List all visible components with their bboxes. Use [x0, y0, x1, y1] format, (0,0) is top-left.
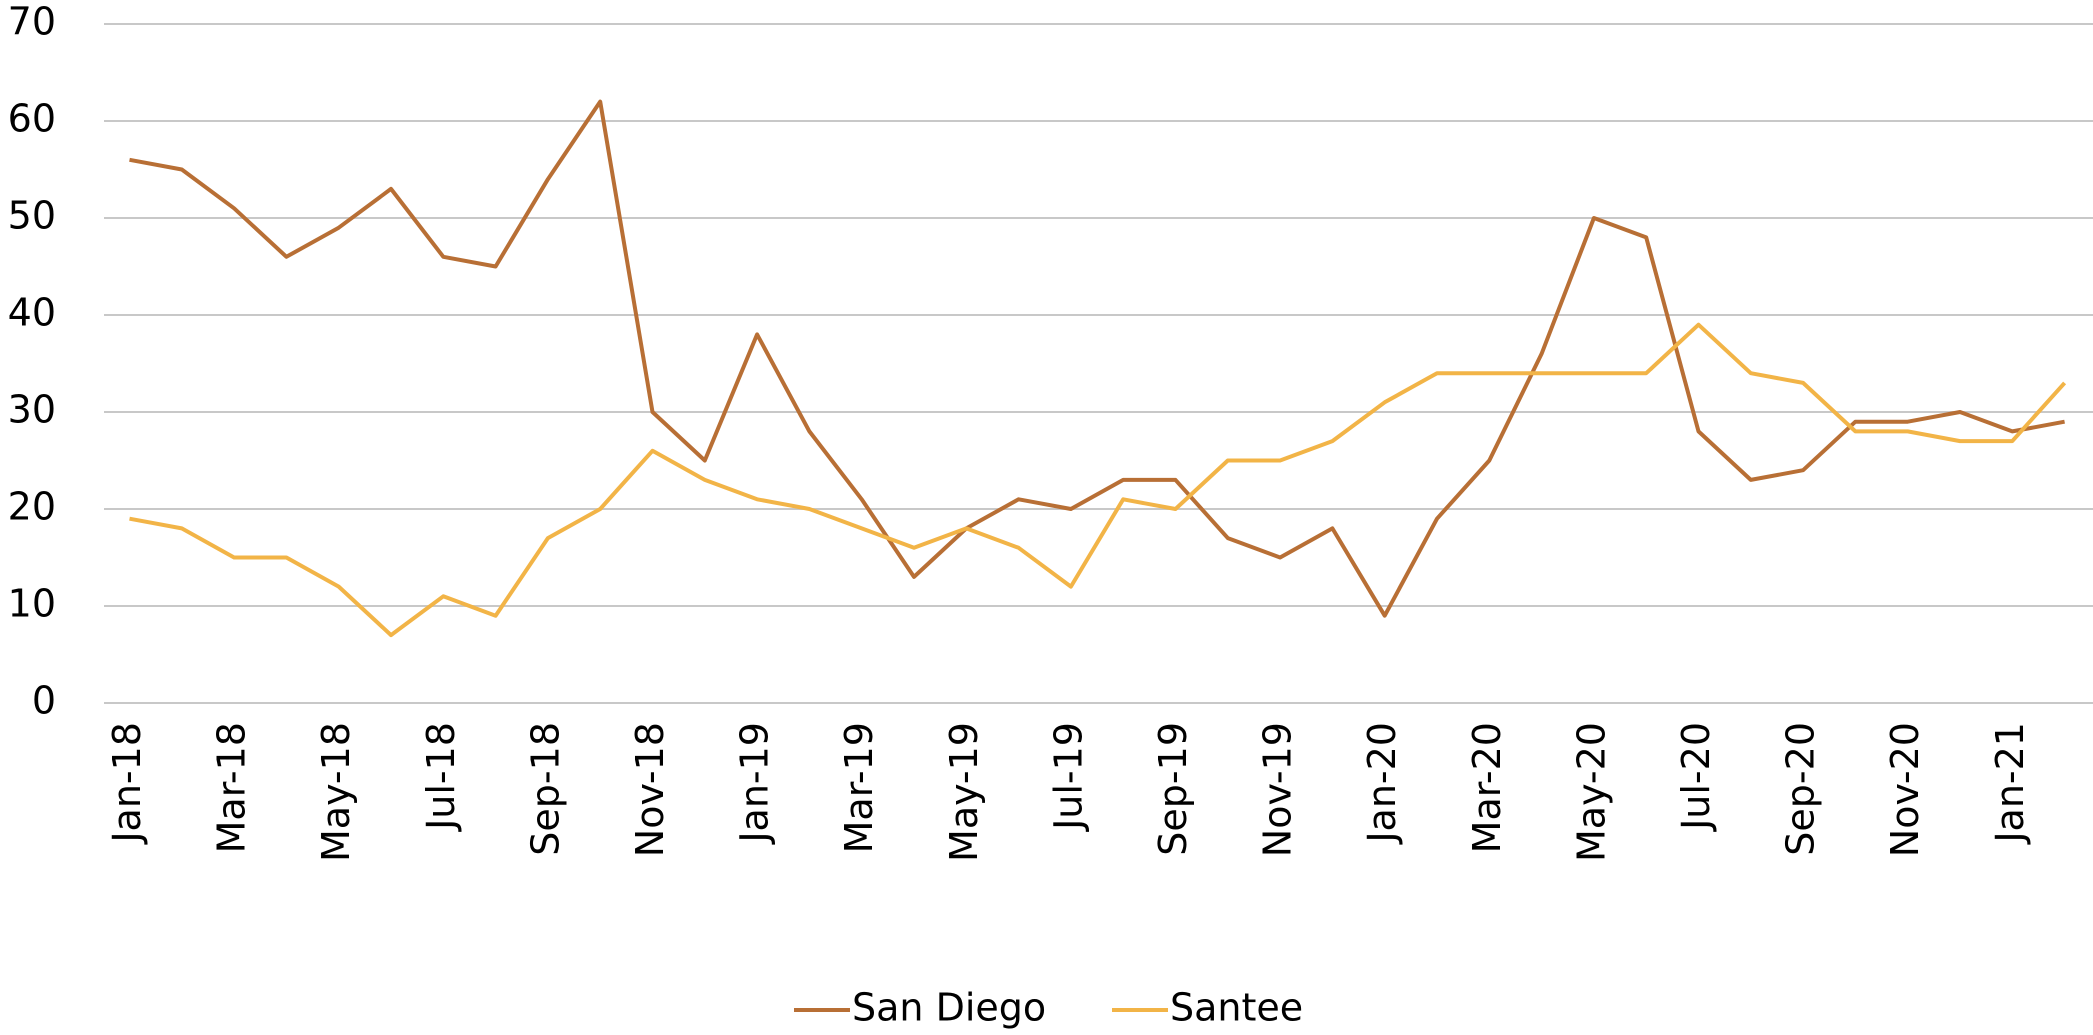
x-tick-label: May-20: [1569, 722, 1613, 862]
x-tick-label: May-18: [314, 722, 358, 862]
y-tick-label: 10: [8, 582, 56, 626]
y-tick-label: 40: [8, 291, 56, 335]
x-tick-label: Nov-19: [1256, 722, 1300, 857]
x-tick-label: Jan-21: [1988, 722, 2032, 845]
x-tick-label: Mar-19: [837, 722, 881, 853]
y-tick-label: 60: [8, 97, 56, 141]
line: [129, 99, 2065, 618]
legend-label: San Diego: [852, 986, 1046, 1030]
y-tick-label: 50: [8, 194, 56, 238]
x-tick-label: Jan-18: [105, 722, 149, 845]
x-tick-label: Sep-20: [1779, 722, 1823, 856]
x-tick-label: Nov-20: [1883, 722, 1927, 857]
x-tick-label: May-19: [942, 722, 986, 862]
x-tick-label: Jan-20: [1360, 722, 1404, 845]
y-tick-label: 70: [8, 0, 56, 44]
x-tick-label: Jul-20: [1674, 722, 1718, 832]
x-tick-label: Jul-19: [1046, 722, 1090, 832]
y-tick-label: 20: [8, 485, 56, 529]
x-tick-label: Sep-19: [1151, 722, 1195, 856]
legend-label: Santee: [1170, 986, 1303, 1030]
x-tick-label: Jan-19: [733, 722, 777, 845]
line: [129, 322, 2067, 638]
x-tick-label: Nov-18: [628, 722, 672, 857]
x-tick-label: Jul-18: [419, 722, 463, 832]
y-tick-label: 0: [32, 679, 56, 723]
y-tick-label: 30: [8, 388, 56, 432]
x-tick-label: Mar-18: [210, 722, 254, 853]
x-tick-label: Mar-20: [1465, 722, 1509, 853]
x-tick-label: Sep-18: [523, 722, 567, 856]
